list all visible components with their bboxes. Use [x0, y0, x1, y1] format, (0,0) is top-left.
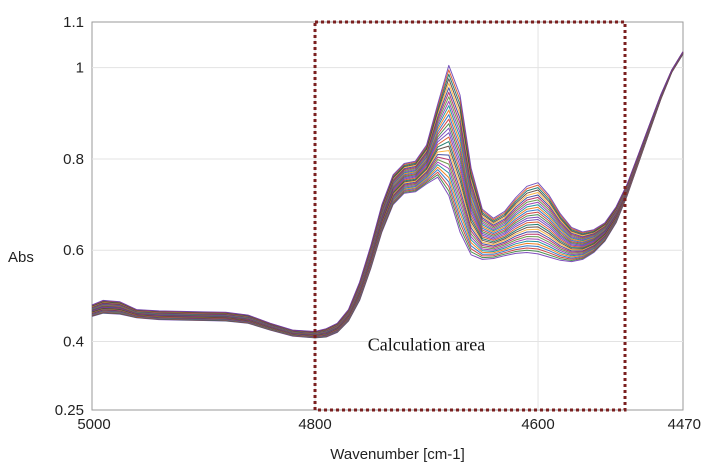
y-tick-labels: 0.25 0.4 0.6 0.8 1 1.1 [55, 14, 84, 419]
y-axis-title: Abs [8, 249, 34, 266]
y-tick-label-3: 0.8 [63, 151, 84, 168]
x-tick-labels: 5000 4800 4600 4470 [77, 416, 701, 433]
x-tick-label-2: 4600 [521, 416, 554, 433]
y-tick-label-1: 0.4 [63, 334, 84, 351]
y-tick-label-4: 1 [76, 60, 84, 77]
calculation-area-label: Calculation area [368, 335, 485, 355]
x-tick-label-3: 4470 [668, 416, 701, 433]
y-tick-label-0: 0.25 [55, 402, 84, 419]
series-line-30 [91, 51, 684, 332]
y-tick-label-5: 1.1 [63, 14, 84, 31]
x-tick-label-0: 5000 [77, 416, 110, 433]
calculation-area-box [313, 20, 627, 412]
y-tick-label-2: 0.6 [63, 242, 84, 259]
series-group [91, 51, 684, 339]
x-tick-label-1: 4800 [298, 416, 331, 433]
x-axis-title: Wavenumber [cm-1] [330, 446, 464, 463]
